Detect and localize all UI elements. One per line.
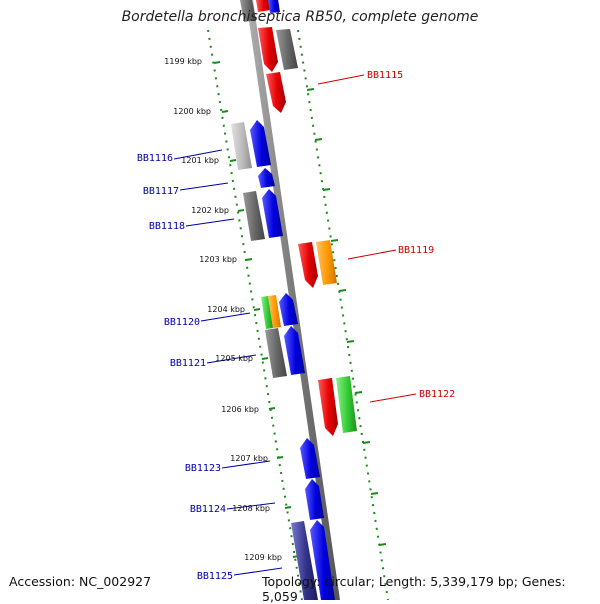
gene-arrow [291, 521, 318, 600]
gene-arrow [231, 122, 252, 170]
ruler-right [297, 29, 389, 601]
gene-label: BB1118 [149, 221, 185, 232]
gene-labels-left: BB1116 BB1117 BB1118 BB1120 BB1121 BB112… [137, 153, 233, 582]
label-connectors [173, 74, 417, 576]
gene-arrow [276, 29, 298, 70]
gene-arrow [336, 376, 357, 433]
gene-arrow [261, 296, 273, 329]
kbp-label: 1204 kbp [207, 305, 245, 314]
gene-arrow [243, 191, 265, 241]
gene-arrow [268, 0, 280, 13]
ruler-left [207, 29, 303, 601]
gene-label: BB1116 [137, 153, 173, 164]
gene-arrow [262, 189, 283, 238]
gene-label: BB1120 [164, 317, 200, 328]
gene-arrow [316, 240, 337, 285]
gene-label: BB1121 [170, 358, 206, 369]
kbp-label: 1201 kbp [181, 156, 219, 165]
gene-arrow [279, 293, 298, 326]
kbp-label: 1206 kbp [221, 405, 259, 414]
gene-arrow [266, 72, 286, 113]
kbp-label: 1203 kbp [199, 255, 237, 264]
kbp-label: 1207 kbp [230, 454, 268, 463]
kbp-label: 1205 kbp [215, 354, 253, 363]
gene-label: BB1122 [419, 389, 455, 400]
gene-arrow [300, 438, 320, 479]
gene-arrow [258, 168, 275, 188]
ruler-ticks [213, 61, 387, 558]
gene-arrow [284, 326, 305, 375]
gene-label: BB1124 [190, 504, 226, 515]
kbp-labels: 1199 kbp 1200 kbp 1201 kbp 1202 kbp 1203… [164, 57, 282, 562]
kbp-label: 1202 kbp [191, 206, 229, 215]
gene-arrow [310, 520, 335, 600]
gene-arrow [258, 27, 278, 72]
gene-arrow [265, 328, 287, 378]
gene-arrow [318, 378, 338, 436]
gene-arrow [268, 295, 281, 328]
kbp-label: 1209 kbp [244, 553, 282, 562]
gene-label: BB1115 [367, 70, 403, 81]
gene-label: BB1117 [143, 186, 179, 197]
gene-label: BB1123 [185, 463, 221, 474]
gene-label: BB1119 [398, 245, 434, 256]
accession-text: Accession: NC_002927 [9, 574, 152, 589]
gene-arrow [305, 479, 324, 520]
gene-label: BB1125 [197, 571, 233, 582]
gene-arrow [256, 0, 270, 12]
kbp-label: 1199 kbp [164, 57, 202, 66]
kbp-label: 1200 kbp [173, 107, 211, 116]
gene-arrow [240, 0, 256, 22]
gene-arrow [298, 242, 318, 288]
map-title: Bordetella bronchiseptica RB50, complete… [121, 9, 479, 25]
gene-arrow [250, 120, 271, 167]
gene-labels-right: BB1115 BB1119 BB1122 [367, 70, 455, 400]
kbp-label: 1208 kbp [232, 504, 270, 513]
